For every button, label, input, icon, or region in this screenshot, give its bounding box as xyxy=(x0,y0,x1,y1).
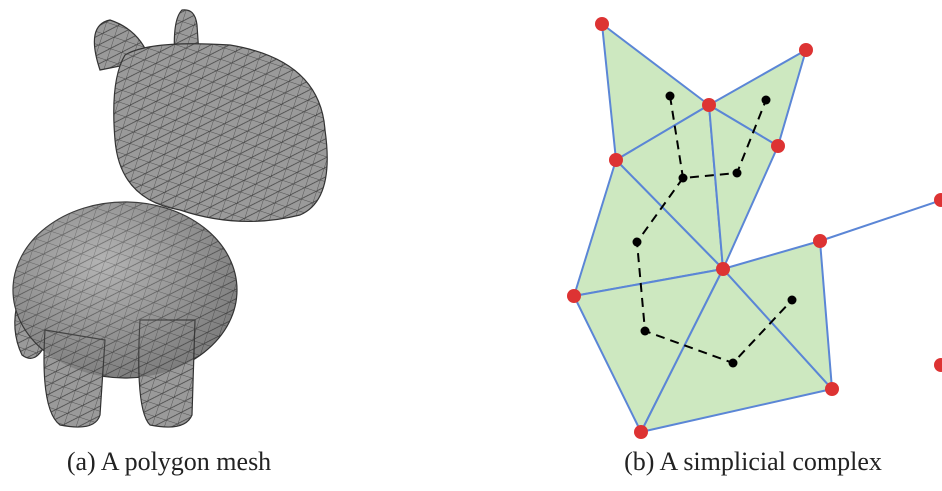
mesh-figure xyxy=(12,9,328,428)
caption: (b) A simplicial complex xyxy=(624,447,882,476)
vertices xyxy=(567,17,942,439)
complex-figure xyxy=(573,23,942,433)
dual-nodes xyxy=(632,91,797,368)
caption: (a) A polygon mesh xyxy=(67,447,271,476)
